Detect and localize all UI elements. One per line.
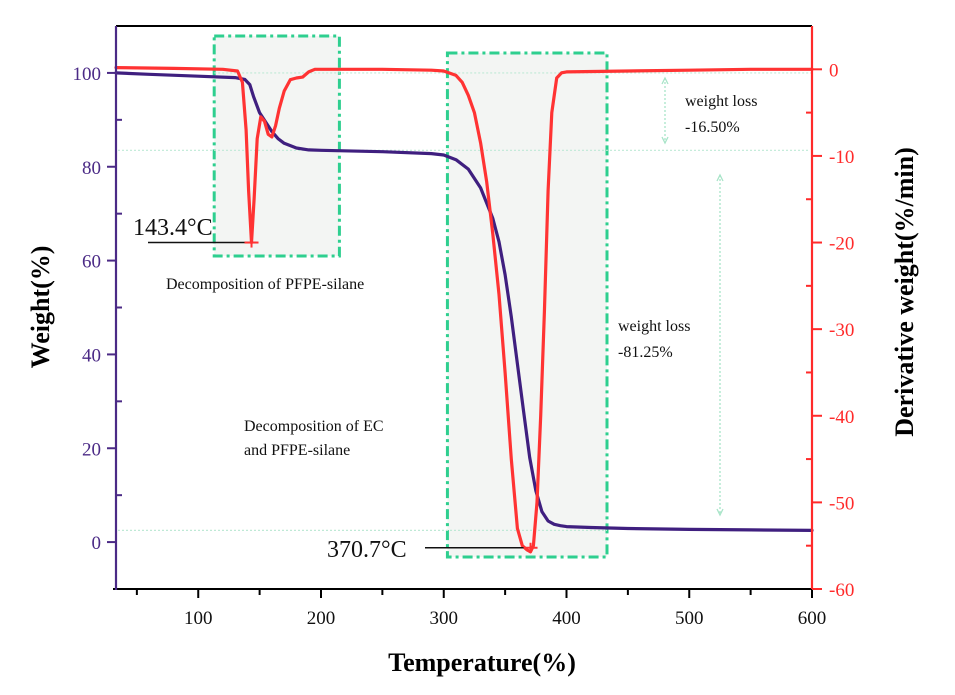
y-right-tick-label: -50: [829, 493, 854, 514]
y-left-tick-label: 80: [82, 158, 101, 179]
y-left-ticks: 0 20 40 60 80 100: [73, 64, 122, 554]
x-tick-label: 500: [675, 608, 704, 629]
region2-label-line1: Decomposition of EC: [244, 418, 384, 435]
loss1-arrow-head-bottom: [661, 136, 669, 145]
loss1-label-line2: -16.50%: [685, 119, 740, 136]
weight-curve: [114, 71, 814, 532]
y-left-tick-label: 20: [82, 439, 101, 460]
x-tick-label: 400: [552, 608, 581, 629]
loss2-arrow-head-top: [716, 173, 724, 182]
peak2-label: 370.7°C: [327, 537, 407, 563]
y-right-tick-label: 0: [829, 60, 839, 81]
decomposition-regions: [212, 34, 609, 559]
region1-label: Decomposition of PFPE-silane: [166, 276, 364, 293]
region2-box: [445, 51, 609, 559]
x-tick-label: 300: [429, 608, 458, 629]
loss1-arrow-head-top: [661, 76, 669, 85]
y-right-ticks: 0 -10 -20 -30 -40 -50 -60: [806, 60, 854, 601]
peak-markers: [244, 237, 538, 553]
y-left-tick-label: 100: [73, 64, 102, 85]
y-right-tick-label: -20: [829, 234, 854, 255]
y-right-tick-label: -60: [829, 580, 854, 601]
weight-loss-arrows: [661, 76, 724, 517]
reference-lines: [118, 72, 812, 531]
region2-label-line2: and PFPE-silane: [244, 442, 350, 459]
x-tick-label: 100: [184, 608, 213, 629]
peak1-label: 143.4°C: [133, 215, 213, 241]
y-left-tick-label: 40: [82, 345, 101, 366]
loss2-label-line2: -81.25%: [618, 344, 673, 361]
loss1-label-line1: weight loss: [685, 93, 757, 110]
y-right-tick-label: -10: [829, 147, 854, 168]
loss2-arrow-head-bottom: [716, 508, 724, 517]
y-right-axis-title: Derivative weight(%/min): [890, 147, 919, 437]
y-left-tick-label: 60: [82, 252, 101, 273]
y-right-tick-label: -30: [829, 320, 854, 341]
y-left-tick-label: 0: [92, 533, 102, 554]
x-axis-title: Temperature(%): [388, 648, 576, 677]
y-right-tick-label: -40: [829, 407, 854, 428]
x-tick-label: 200: [307, 608, 336, 629]
x-ticks: 100 200 300 400 500 600: [135, 589, 827, 629]
y-left-axis-title: Weight(%): [26, 246, 55, 369]
derivative-curve: [114, 66, 814, 554]
loss2-label-line1: weight loss: [618, 318, 690, 335]
x-tick-label: 600: [798, 608, 827, 629]
